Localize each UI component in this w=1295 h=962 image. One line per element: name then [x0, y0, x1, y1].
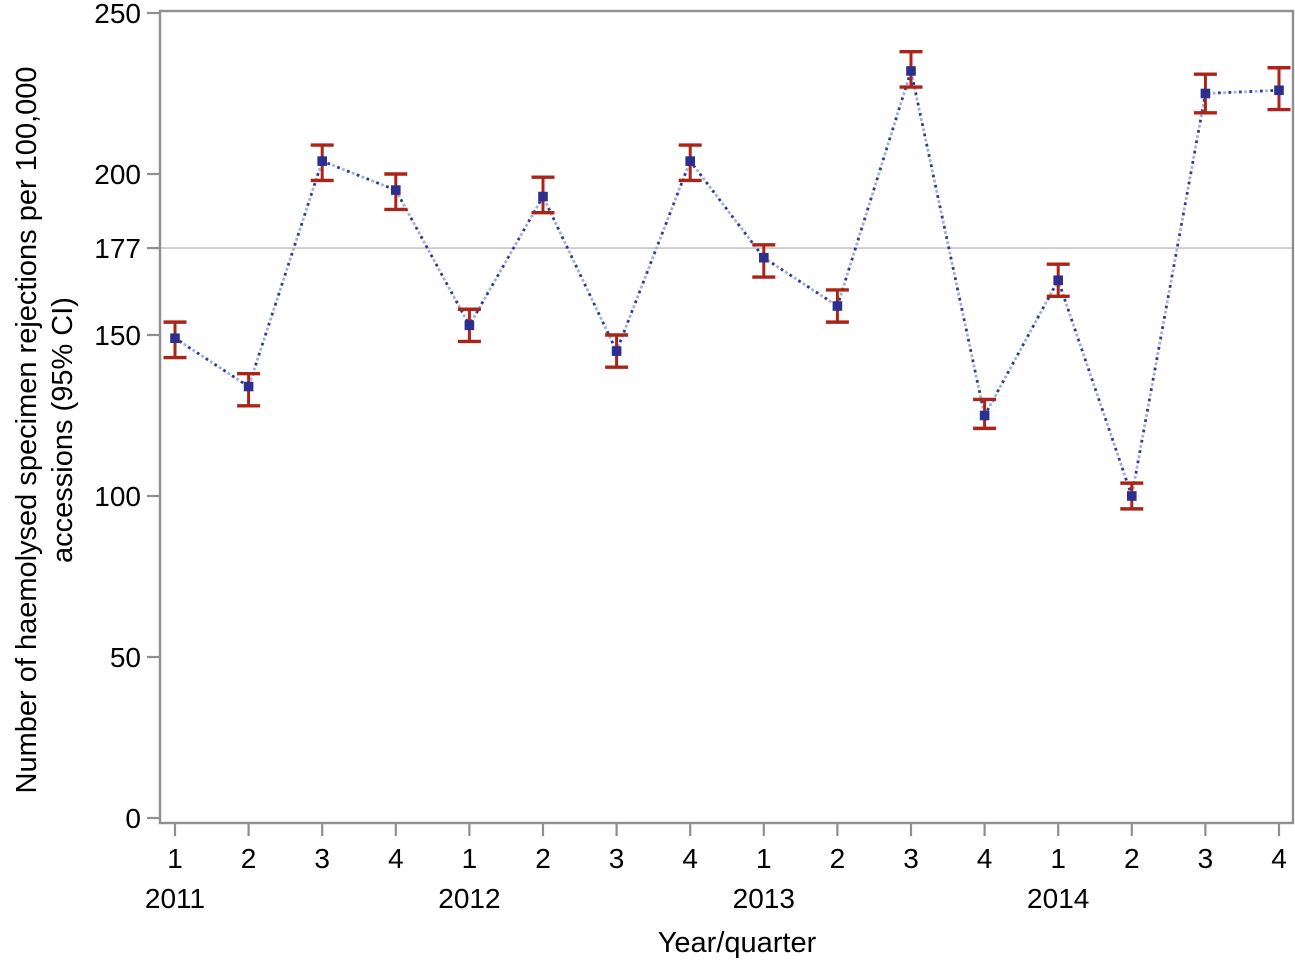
data-point-marker-2013-q3	[906, 66, 916, 76]
x-quarter-label: 3	[609, 843, 625, 874]
error-bars-layer	[163, 49, 1291, 511]
data-point-marker-2014-q4	[1274, 85, 1284, 96]
x-quarter-label: 3	[314, 843, 330, 874]
x-year-label: 2013	[733, 883, 795, 914]
data-point-marker-2012-q1	[464, 320, 475, 331]
x-quarter-label: 4	[1271, 843, 1287, 874]
data-point-marker-2012-q3	[611, 346, 622, 356]
data-point-marker-2013-q1	[759, 252, 769, 263]
x-quarter-label: 2	[535, 843, 551, 874]
x-quarter-label: 2	[830, 843, 846, 874]
y-tick-label: 150	[94, 320, 141, 351]
x-axis-title: Year/quarter	[658, 927, 817, 959]
data-point-marker-2013-q2	[832, 301, 843, 311]
markers-layer	[170, 66, 1284, 501]
plot-area-border	[158, 9, 1295, 825]
data-point-marker-2014-q2	[1127, 491, 1137, 501]
data-point-marker-2012-q4	[685, 156, 695, 166]
x-quarter-label: 2	[241, 843, 257, 874]
x-quarter-label: 1	[1050, 843, 1066, 874]
x-quarter-label: 4	[682, 843, 698, 874]
x-quarter-label: 3	[903, 843, 919, 874]
x-quarter-label: 4	[977, 843, 993, 874]
data-point-marker-2014-q1	[1053, 275, 1063, 286]
y-tick-label: 50	[110, 642, 141, 673]
data-point-marker-2011-q3	[317, 156, 327, 166]
connector-line-layer	[174, 65, 1280, 502]
x-year-label: 2011	[145, 883, 205, 914]
y-tick-label: 177	[94, 233, 141, 264]
trend-dotted-line-light	[174, 65, 1280, 502]
x-quarter-label: 3	[1198, 843, 1214, 874]
x-year-label: 2012	[438, 883, 500, 914]
data-point-marker-2011-q4	[391, 185, 401, 195]
x-quarter-label: 2	[1124, 843, 1140, 874]
data-point-marker-2013-q4	[979, 410, 990, 421]
data-point-marker-2011-q1	[170, 333, 180, 344]
axes-layer: 0 50 100 150 177 200 250 1 2011 2 3 4 1 2012 2 3 4 1 2013 2…	[94, 0, 1295, 914]
x-year-label: 2014	[1027, 883, 1089, 914]
y-axis-title-line1: Number of haemolysed specimen rejections…	[11, 66, 43, 793]
data-point-marker-2011-q2	[243, 381, 254, 392]
y-tick-label: 250	[94, 0, 141, 29]
data-point-marker-2014-q3	[1200, 88, 1211, 99]
y-tick-label: 0	[125, 803, 141, 834]
trend-dotted-line-dark	[174, 65, 1280, 502]
data-point-marker-2012-q2	[538, 191, 548, 202]
y-tick-label: 100	[94, 481, 141, 512]
x-quarter-label: 1	[756, 843, 772, 874]
x-quarter-label: 1	[462, 843, 478, 874]
x-quarter-label: 4	[388, 843, 404, 874]
y-tick-label: 200	[94, 159, 141, 190]
y-axis-title-line2: accessions (95% CI)	[47, 297, 79, 563]
x-quarter-label: 1	[167, 843, 183, 874]
